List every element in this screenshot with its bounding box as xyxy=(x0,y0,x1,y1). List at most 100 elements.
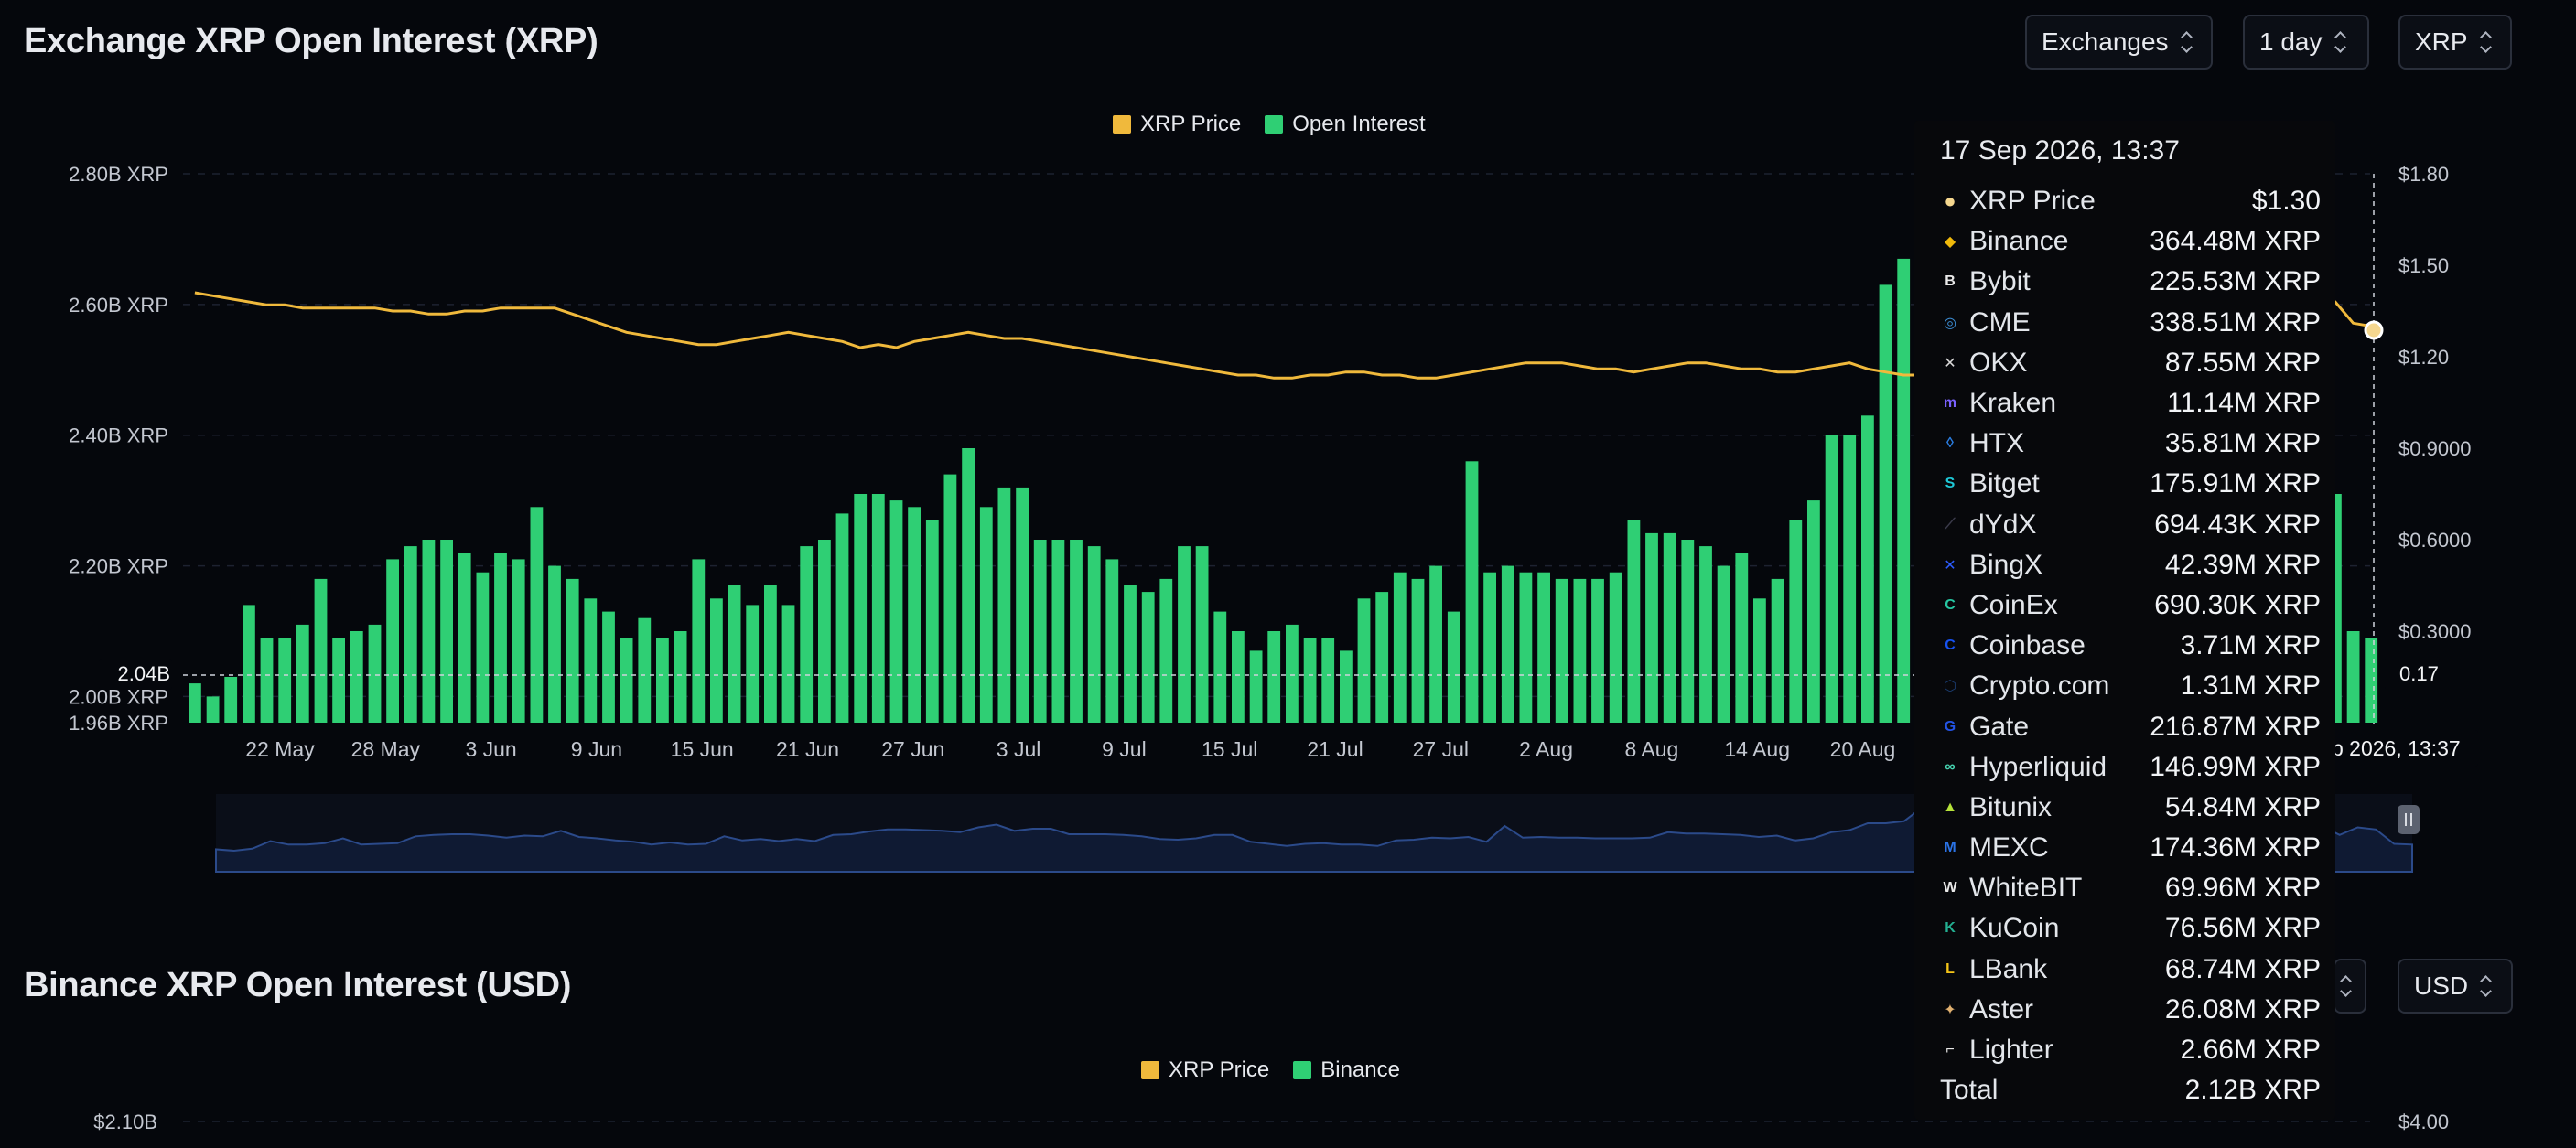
x-tick: 27 Jul xyxy=(1413,737,1469,761)
legend-item-price[interactable]: XRP Price xyxy=(1113,112,1241,137)
oi-bar xyxy=(1789,520,1803,723)
tooltip-row-name: CME xyxy=(1969,306,2031,338)
tooltip-row-name: BingX xyxy=(1969,549,2043,580)
crosshair-date-label: p 2026, 13:37 xyxy=(2332,736,2461,760)
tooltip-row-name: Lighter xyxy=(1969,1035,2053,1066)
oi-bar xyxy=(458,553,471,723)
mexc-icon: M xyxy=(1944,840,1956,856)
oi-bar xyxy=(728,585,741,723)
oi-bar xyxy=(781,605,795,723)
oi-bar xyxy=(548,565,561,723)
tooltip-row-name: WhiteBIT xyxy=(1969,873,2083,904)
oi-bar xyxy=(1429,565,1442,723)
oi-bar xyxy=(1735,553,1749,723)
tooltip-row-htx: ◊ HTX 35.81M XRP xyxy=(1940,424,2321,464)
currency-select[interactable]: USD xyxy=(2398,959,2513,1014)
oi-bar xyxy=(350,631,363,723)
legend-label: Binance xyxy=(1320,1057,1400,1082)
tooltip-total-value: 2.12B XRP xyxy=(2184,1075,2321,1106)
bitunix-icon: ▲ xyxy=(1943,799,1957,815)
tooltip-row-kucoin: K KuCoin 76.56M XRP xyxy=(1940,908,2321,949)
oi-bar xyxy=(1645,532,1658,723)
tooltip-row-value: 68.74M XRP xyxy=(2164,953,2321,984)
tooltip-row-lighter: ⌐ Lighter 2.66M XRP xyxy=(1940,1030,2321,1070)
oi-bar xyxy=(674,631,687,723)
oi-bar xyxy=(1105,559,1119,723)
oi-bar xyxy=(710,598,723,723)
oi-bar xyxy=(1267,631,1281,723)
legend-item-binance[interactable]: Binance xyxy=(1293,1057,1400,1083)
oi-bar xyxy=(260,638,274,723)
oi-bar xyxy=(1141,592,1155,723)
oi-bar xyxy=(332,638,345,723)
oi-bar xyxy=(224,677,238,723)
tooltip-row-name: XRP Price xyxy=(1969,186,2096,217)
x-tick: 21 Jun xyxy=(776,737,839,761)
tooltip-row-value: 338.51M XRP xyxy=(2150,306,2321,338)
interval-select[interactable]: 1 day xyxy=(2243,15,2369,70)
y-right-tick: $1.80 xyxy=(2398,163,2449,186)
legend-label: Open Interest xyxy=(1292,112,1426,136)
interval-select-label: 1 day xyxy=(2259,27,2323,56)
y-left-tick: 2.60B XRP xyxy=(69,294,168,317)
tooltip-row-name: HTX xyxy=(1969,428,2024,459)
legend-item-price[interactable]: XRP Price xyxy=(1141,1057,1269,1083)
oi-bar xyxy=(1519,572,1533,723)
x-tick: 21 Jul xyxy=(1307,737,1363,761)
kraken-icon: m xyxy=(1943,395,1957,412)
oi-bar xyxy=(2365,638,2378,723)
price-hover-dot xyxy=(2364,320,2384,340)
exchanges-select[interactable]: Exchanges xyxy=(2025,15,2213,70)
tooltip-row-cryptocom: ⬡ Crypto.com 1.31M XRP xyxy=(1940,666,2321,706)
coinbase-icon: C xyxy=(1945,638,1956,654)
oi-bar xyxy=(368,624,382,723)
oi-bar xyxy=(835,513,849,723)
oi-bar xyxy=(243,605,255,723)
second-interval-select[interactable] xyxy=(2333,959,2366,1014)
oi-bar xyxy=(602,611,615,723)
second-y-left-tick: $2.10B xyxy=(93,1110,157,1133)
oi-bar xyxy=(925,520,939,723)
tooltip-row-bitunix: ▲ Bitunix 54.84M XRP xyxy=(1940,788,2321,828)
tooltip-row-value: 174.36M XRP xyxy=(2150,832,2321,864)
legend-swatch xyxy=(1141,1061,1159,1079)
oi-bar xyxy=(908,507,921,723)
x-tick: 22 May xyxy=(245,737,315,761)
oi-bar xyxy=(1232,631,1245,723)
oi-bar xyxy=(1016,487,1029,723)
x-tick: 3 Jul xyxy=(997,737,1041,761)
oi-bar xyxy=(422,540,436,723)
oi-bar xyxy=(1411,578,1425,723)
tooltip-row-kraken: m Kraken 11.14M XRP xyxy=(1940,383,2321,424)
tooltip-row-value: 175.91M XRP xyxy=(2150,468,2321,499)
oi-bar xyxy=(314,578,328,723)
tooltip-row-value: 225.53M XRP xyxy=(2150,266,2321,297)
chart-legend: XRP Price Open Interest xyxy=(1113,112,1426,137)
oi-bar xyxy=(530,507,544,723)
legend-swatch xyxy=(1293,1061,1312,1079)
oi-bar xyxy=(278,638,292,723)
htx-icon: ◊ xyxy=(1946,435,1954,452)
tooltip-row-value: 1.31M XRP xyxy=(2180,671,2321,702)
lbank-icon: L xyxy=(1945,960,1955,977)
hyperliquid-icon: ∞ xyxy=(1945,758,1956,775)
x-tick: 15 Jul xyxy=(1202,737,1257,761)
y-right-tick: $0.9000 xyxy=(2398,437,2472,460)
legend-item-open-interest[interactable]: Open Interest xyxy=(1265,112,1426,137)
coin-select[interactable]: XRP xyxy=(2398,15,2512,70)
coin-select-label: XRP xyxy=(2415,27,2468,56)
second-y-right-tick: $4.00 xyxy=(2398,1110,2449,1133)
y-left-tick: 1.96B XRP xyxy=(69,712,168,735)
oi-bar xyxy=(979,507,993,723)
exchanges-select-label: Exchanges xyxy=(2042,27,2169,56)
aster-icon: ✦ xyxy=(1944,1002,1956,1018)
oi-bar xyxy=(656,638,669,723)
tooltip-row-value: 76.56M XRP xyxy=(2164,913,2321,944)
navigator-handle[interactable] xyxy=(2398,805,2420,834)
oi-bar xyxy=(1033,540,1047,723)
cme-icon: ◎ xyxy=(1944,315,1956,331)
x-tick: 27 Jun xyxy=(881,737,944,761)
tooltip-row-value: 42.39M XRP xyxy=(2164,549,2321,580)
gate-icon: G xyxy=(1944,718,1956,735)
okx-icon: ✕ xyxy=(1944,355,1956,371)
